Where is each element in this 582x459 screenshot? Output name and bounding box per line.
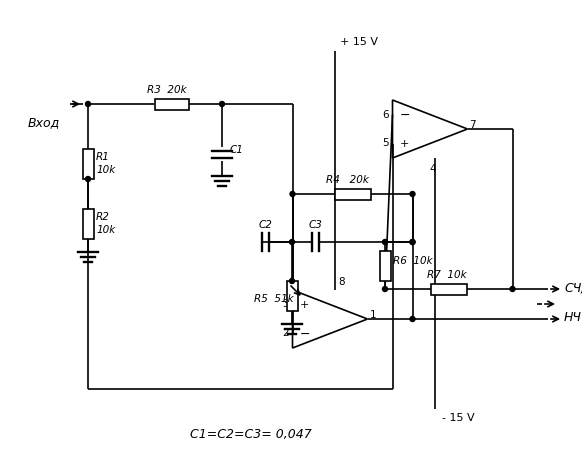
Bar — [286, 281, 297, 311]
Bar — [431, 284, 467, 295]
Circle shape — [410, 317, 415, 322]
Text: C1=C2=C3= 0,047: C1=C2=C3= 0,047 — [190, 428, 312, 441]
Text: +: + — [399, 139, 409, 149]
Bar — [155, 99, 189, 110]
Text: 6: 6 — [382, 109, 389, 119]
Circle shape — [86, 177, 90, 182]
Text: 8: 8 — [338, 276, 345, 286]
Circle shape — [510, 287, 515, 292]
Text: 5: 5 — [382, 138, 389, 148]
Circle shape — [86, 102, 90, 107]
Circle shape — [289, 279, 294, 284]
Text: C1: C1 — [230, 145, 244, 155]
Text: −: − — [300, 327, 310, 340]
Bar — [83, 210, 94, 240]
Text: НЧ: НЧ — [564, 311, 582, 324]
Text: 10k: 10k — [96, 224, 115, 235]
Text: 10k: 10k — [96, 165, 115, 174]
Text: R6  10k: R6 10k — [393, 256, 432, 266]
Circle shape — [289, 240, 294, 245]
Text: R1: R1 — [96, 151, 110, 162]
Circle shape — [410, 240, 415, 245]
Text: 1: 1 — [370, 309, 376, 319]
Text: R7  10k: R7 10k — [427, 269, 467, 280]
Bar — [83, 150, 94, 179]
Text: Вход: Вход — [28, 116, 61, 129]
Text: R4   20k: R4 20k — [326, 174, 369, 185]
Text: C2: C2 — [258, 219, 272, 230]
Text: R5  51k: R5 51k — [254, 293, 294, 303]
Text: C3: C3 — [308, 219, 322, 230]
Circle shape — [290, 192, 295, 197]
Text: 7: 7 — [470, 120, 476, 130]
Text: - 15 V: - 15 V — [442, 412, 475, 422]
Circle shape — [410, 240, 415, 245]
Text: −: − — [399, 109, 410, 122]
Circle shape — [219, 102, 225, 107]
Bar — [379, 251, 391, 281]
Circle shape — [382, 240, 388, 245]
Text: 3: 3 — [282, 299, 289, 309]
Text: 2: 2 — [282, 328, 289, 338]
Circle shape — [410, 192, 415, 197]
Text: +: + — [300, 300, 309, 310]
Text: 4: 4 — [430, 164, 436, 174]
Text: СЧ/ВЧ: СЧ/ВЧ — [564, 281, 582, 294]
Text: R2: R2 — [96, 212, 110, 222]
Circle shape — [382, 287, 388, 292]
Bar — [335, 189, 371, 200]
Text: + 15 V: + 15 V — [340, 37, 378, 47]
Text: R3  20k: R3 20k — [147, 85, 187, 95]
